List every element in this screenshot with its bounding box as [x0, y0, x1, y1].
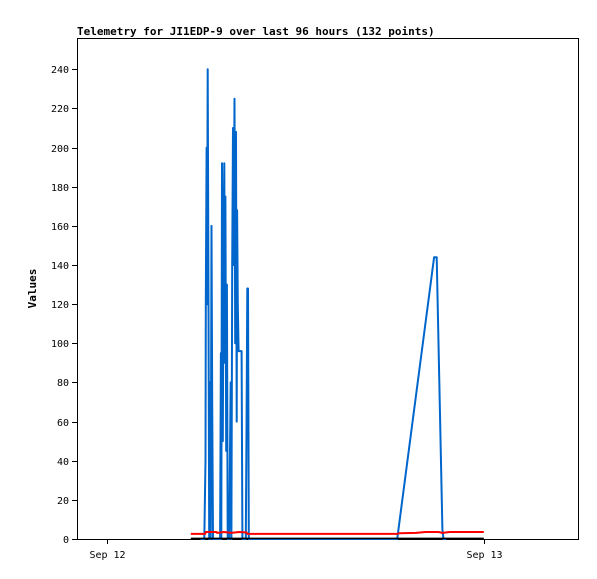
y-tick-label: 240	[51, 65, 69, 76]
y-tick-label: 60	[57, 418, 69, 429]
y-tick-label: 220	[51, 104, 69, 115]
y-tick-label: 80	[57, 378, 69, 389]
series-line-2	[190, 531, 484, 535]
y-tick-label: 20	[57, 496, 69, 507]
y-tick-label: 180	[51, 183, 69, 194]
y-axis: 0 20 40 60 80 100 120 140 160 180 200 220 240	[51, 65, 77, 546]
y-tick-label: 120	[51, 300, 69, 311]
y-tick-label: 40	[57, 457, 69, 468]
x-tick-label: Sep 13	[466, 550, 502, 561]
x-axis: Sep 12 Sep 13	[89, 539, 503, 561]
chart-title: Telemetry for JI1EDP-9 over last 96 hour…	[77, 25, 435, 38]
y-tick-label: 160	[51, 222, 69, 233]
y-tick-label: 200	[51, 144, 69, 155]
x-tick-label: Sep 12	[89, 550, 125, 561]
y-tick-label: 0	[63, 535, 69, 546]
plot-area	[77, 38, 579, 540]
y-tick-label: 100	[51, 339, 69, 350]
y-axis-label: Values	[26, 269, 39, 309]
y-tick-label: 140	[51, 261, 69, 272]
series-layer	[190, 68, 484, 540]
